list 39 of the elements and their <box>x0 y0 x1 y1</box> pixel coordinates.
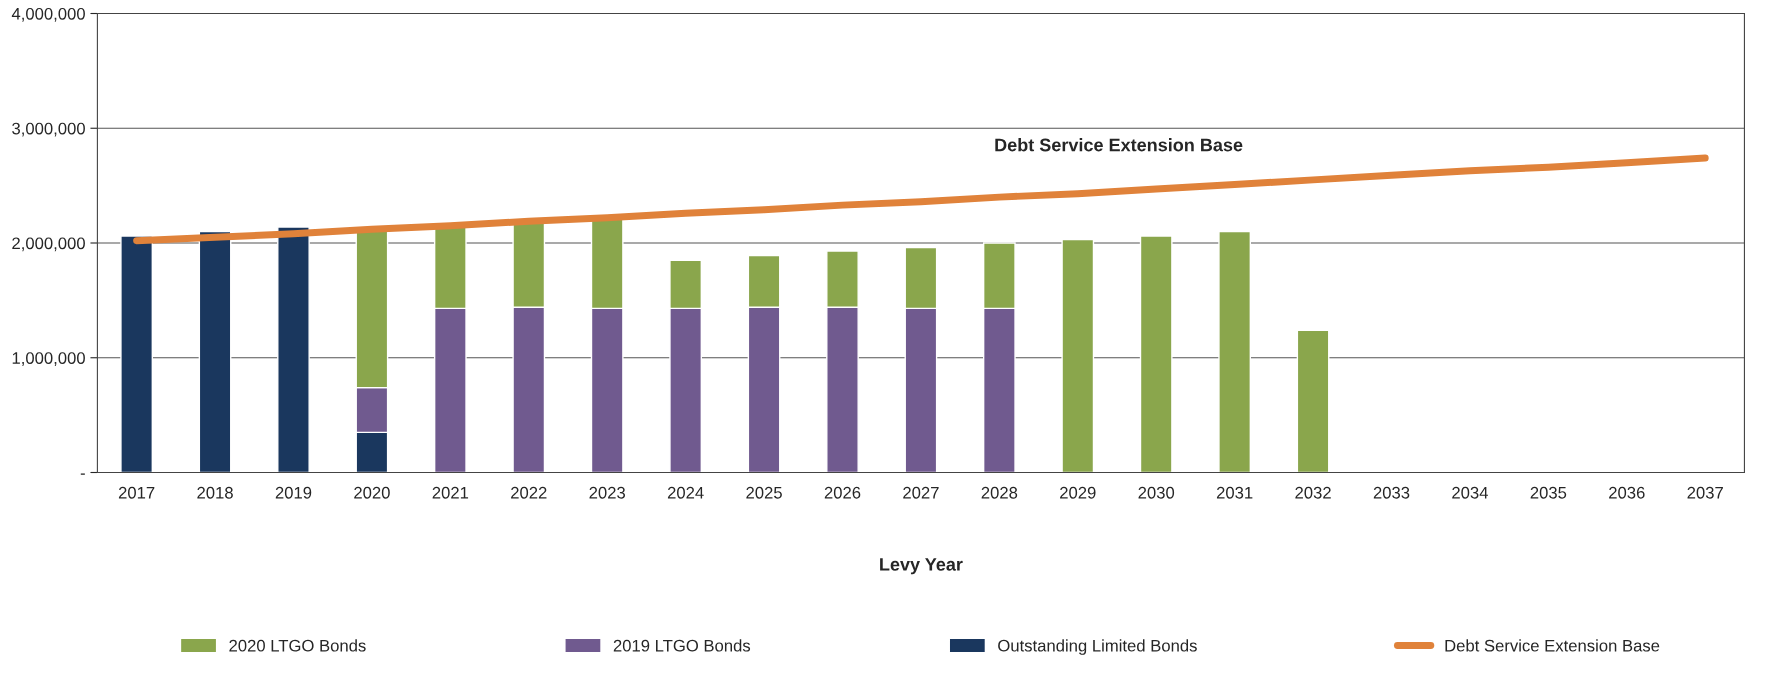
x-axis-title: Levy Year <box>880 558 963 575</box>
bar <box>1139 235 1173 473</box>
bar <box>198 230 232 473</box>
x-tick-label: 2030 <box>1138 486 1175 499</box>
x-tick-label: 2025 <box>746 486 782 499</box>
y-tick-label: 3,000,000 <box>12 122 85 137</box>
bar <box>1061 238 1095 473</box>
x-tick-label: 2033 <box>1373 486 1410 499</box>
x-tick-label: 2031 <box>1216 486 1253 499</box>
x-tick-label: 2017 <box>118 486 155 499</box>
bar <box>1218 230 1252 473</box>
x-tick-label: 2026 <box>824 486 861 499</box>
y-tick-label: 4,000,000 <box>11 7 85 22</box>
bar <box>120 235 154 473</box>
x-tick-label: 2037 <box>1687 486 1723 499</box>
x-tick-label: 2027 <box>903 486 939 499</box>
legend-label: 2019 LTGO Bonds <box>613 639 751 652</box>
y-tick-label: - <box>80 473 85 475</box>
legend-label: Debt Service Extension Base <box>1445 639 1660 652</box>
x-tick-label: 2020 <box>354 486 390 499</box>
bar <box>1296 329 1330 473</box>
x-tick-label: 2035 <box>1530 486 1567 499</box>
x-tick-label: 2023 <box>589 486 626 499</box>
x-tick-label: 2029 <box>1060 486 1096 499</box>
x-tick-label: 2024 <box>667 486 704 499</box>
x-tick-label: 2036 <box>1609 486 1645 499</box>
y-tick-label: 1,000,000 <box>12 352 85 366</box>
bar <box>277 226 310 473</box>
x-tick-label: 2032 <box>1295 486 1331 499</box>
x-tick-label: 2028 <box>981 486 1018 499</box>
x-tick-label: 2034 <box>1452 486 1488 499</box>
x-tick-label: 2021 <box>432 486 469 499</box>
x-tick-label: 2019 <box>275 486 312 499</box>
legend-label: 2020 LTGO Bonds <box>229 639 366 652</box>
y-tick-label: 2,000,000 <box>12 237 85 252</box>
annotation: Debt Service Extension Base <box>995 138 1243 152</box>
legend-label: Outstanding Limited Bonds <box>998 639 1197 655</box>
x-tick-label: 2022 <box>511 486 547 499</box>
x-tick-label: 2018 <box>197 486 233 499</box>
